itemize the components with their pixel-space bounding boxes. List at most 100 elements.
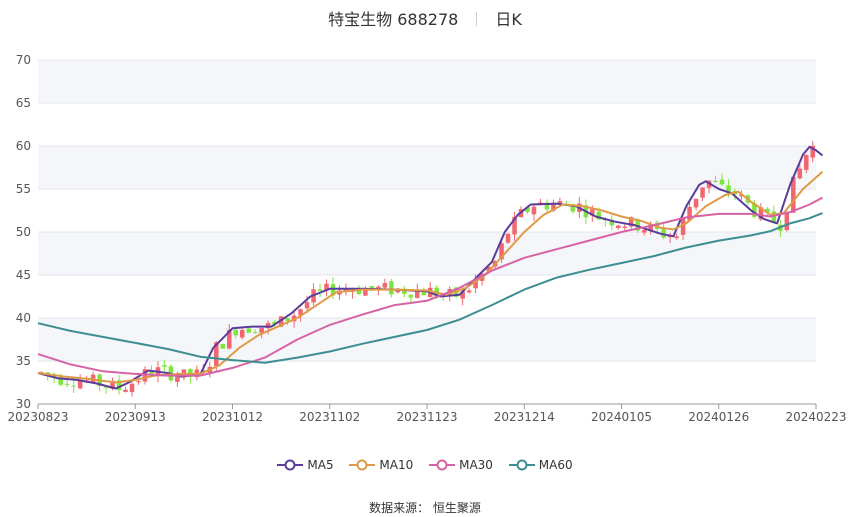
grid-band: [38, 189, 816, 232]
candle-body: [285, 318, 290, 322]
y-tick-label: 40: [16, 311, 31, 325]
legend-label-ma30: MA30: [459, 458, 493, 472]
candle-body: [590, 209, 595, 216]
y-tick-label: 55: [16, 182, 31, 196]
candle-body: [421, 290, 427, 296]
candle-body: [233, 329, 239, 336]
grid-band: [38, 146, 816, 189]
candle-body: [188, 368, 193, 377]
candle-body: [784, 211, 790, 231]
candle-body: [615, 225, 621, 228]
y-tick-label: 70: [16, 53, 31, 67]
candle-body: [402, 288, 407, 294]
grid-band: [38, 60, 816, 103]
legend: MA5 MA10 MA30 MA60: [0, 458, 850, 474]
candle-body: [116, 380, 122, 391]
candle-body: [460, 291, 465, 299]
ma5-swatch: [277, 459, 304, 471]
candle-body: [674, 236, 679, 239]
candle-body: [505, 233, 511, 243]
candle-body: [622, 226, 628, 228]
period-label: 日K: [495, 10, 522, 29]
x-tick-label: 20231012: [202, 410, 263, 424]
ma-line-ma30: [37, 196, 823, 377]
grid-band: [38, 318, 816, 361]
candle-body: [71, 385, 76, 387]
candle-body: [551, 203, 556, 211]
candle-body: [103, 386, 109, 388]
candle-body: [226, 329, 232, 349]
candle-body: [259, 327, 264, 334]
candle-body: [719, 179, 725, 185]
y-tick-label: 60: [16, 139, 31, 153]
y-tick-label: 50: [16, 225, 31, 239]
y-tick-label: 30: [16, 397, 31, 411]
candle-body: [641, 229, 647, 233]
grid-band: [38, 103, 816, 146]
candle-body: [557, 201, 563, 204]
candle-body: [77, 380, 83, 389]
ma30-swatch: [429, 459, 456, 471]
candle-body: [162, 364, 167, 367]
candle-body: [278, 316, 284, 327]
legend-label-ma10: MA10: [379, 458, 414, 472]
stock-name: 特宝生物 688278: [328, 10, 459, 29]
ma10-swatch: [349, 459, 376, 471]
grid-band: [38, 232, 816, 275]
candle-body: [252, 332, 258, 334]
candle-body: [129, 383, 135, 393]
grid-band: [38, 361, 816, 404]
x-tick-label: 20240126: [688, 410, 749, 424]
candle-body: [648, 224, 653, 231]
candle-body: [201, 370, 206, 372]
candle-body: [272, 321, 277, 325]
candle-body: [758, 207, 764, 220]
legend-label-ma60: MA60: [538, 458, 573, 472]
candle-body: [797, 168, 803, 179]
candle-body: [220, 344, 226, 349]
legend-item-ma60[interactable]: MA60: [508, 458, 573, 472]
candle-body: [110, 380, 115, 389]
legend-item-ma5[interactable]: MA5: [277, 458, 334, 472]
candle-body: [499, 243, 504, 260]
ma-line-ma60: [37, 212, 823, 364]
candle-body: [531, 206, 537, 215]
candle-body: [343, 289, 349, 291]
candle-body: [408, 294, 414, 298]
candle-body: [175, 376, 180, 382]
source-label: 数据来源：: [369, 501, 430, 515]
grid-band: [38, 275, 816, 318]
source-value: 恒生聚源: [432, 501, 481, 515]
chart-title: 特宝生物 688278 日K: [0, 6, 850, 30]
candle-body: [466, 290, 472, 293]
data-source: 数据来源： 恒生聚源: [0, 499, 850, 516]
candle-body: [752, 203, 757, 217]
candle-body: [304, 302, 310, 309]
candle-body: [298, 309, 303, 316]
candle-body: [726, 185, 731, 193]
candle-body: [687, 206, 692, 221]
x-tick-label: 20231214: [494, 410, 555, 424]
x-tick-label: 20230823: [7, 410, 68, 424]
legend-item-ma30[interactable]: MA30: [429, 458, 493, 472]
candle-body: [90, 374, 96, 382]
candle-body: [680, 218, 686, 235]
candle-body: [713, 180, 718, 183]
candle-body: [765, 208, 770, 213]
x-tick-label: 20240223: [785, 410, 846, 424]
legend-item-ma10[interactable]: MA10: [349, 458, 413, 472]
candle-body: [791, 176, 796, 213]
y-tick-label: 45: [16, 268, 31, 282]
candle-body: [693, 198, 699, 208]
candle-body: [246, 328, 251, 333]
x-tick-label: 20231123: [396, 410, 457, 424]
candle-body: [58, 377, 63, 385]
ma-line-ma10: [37, 171, 824, 384]
candle-body: [635, 219, 640, 231]
candle-body: [570, 204, 576, 212]
candle-body: [239, 329, 245, 338]
candle-body: [382, 282, 388, 288]
candle-body: [628, 217, 634, 227]
x-tick-label: 20231102: [299, 410, 360, 424]
